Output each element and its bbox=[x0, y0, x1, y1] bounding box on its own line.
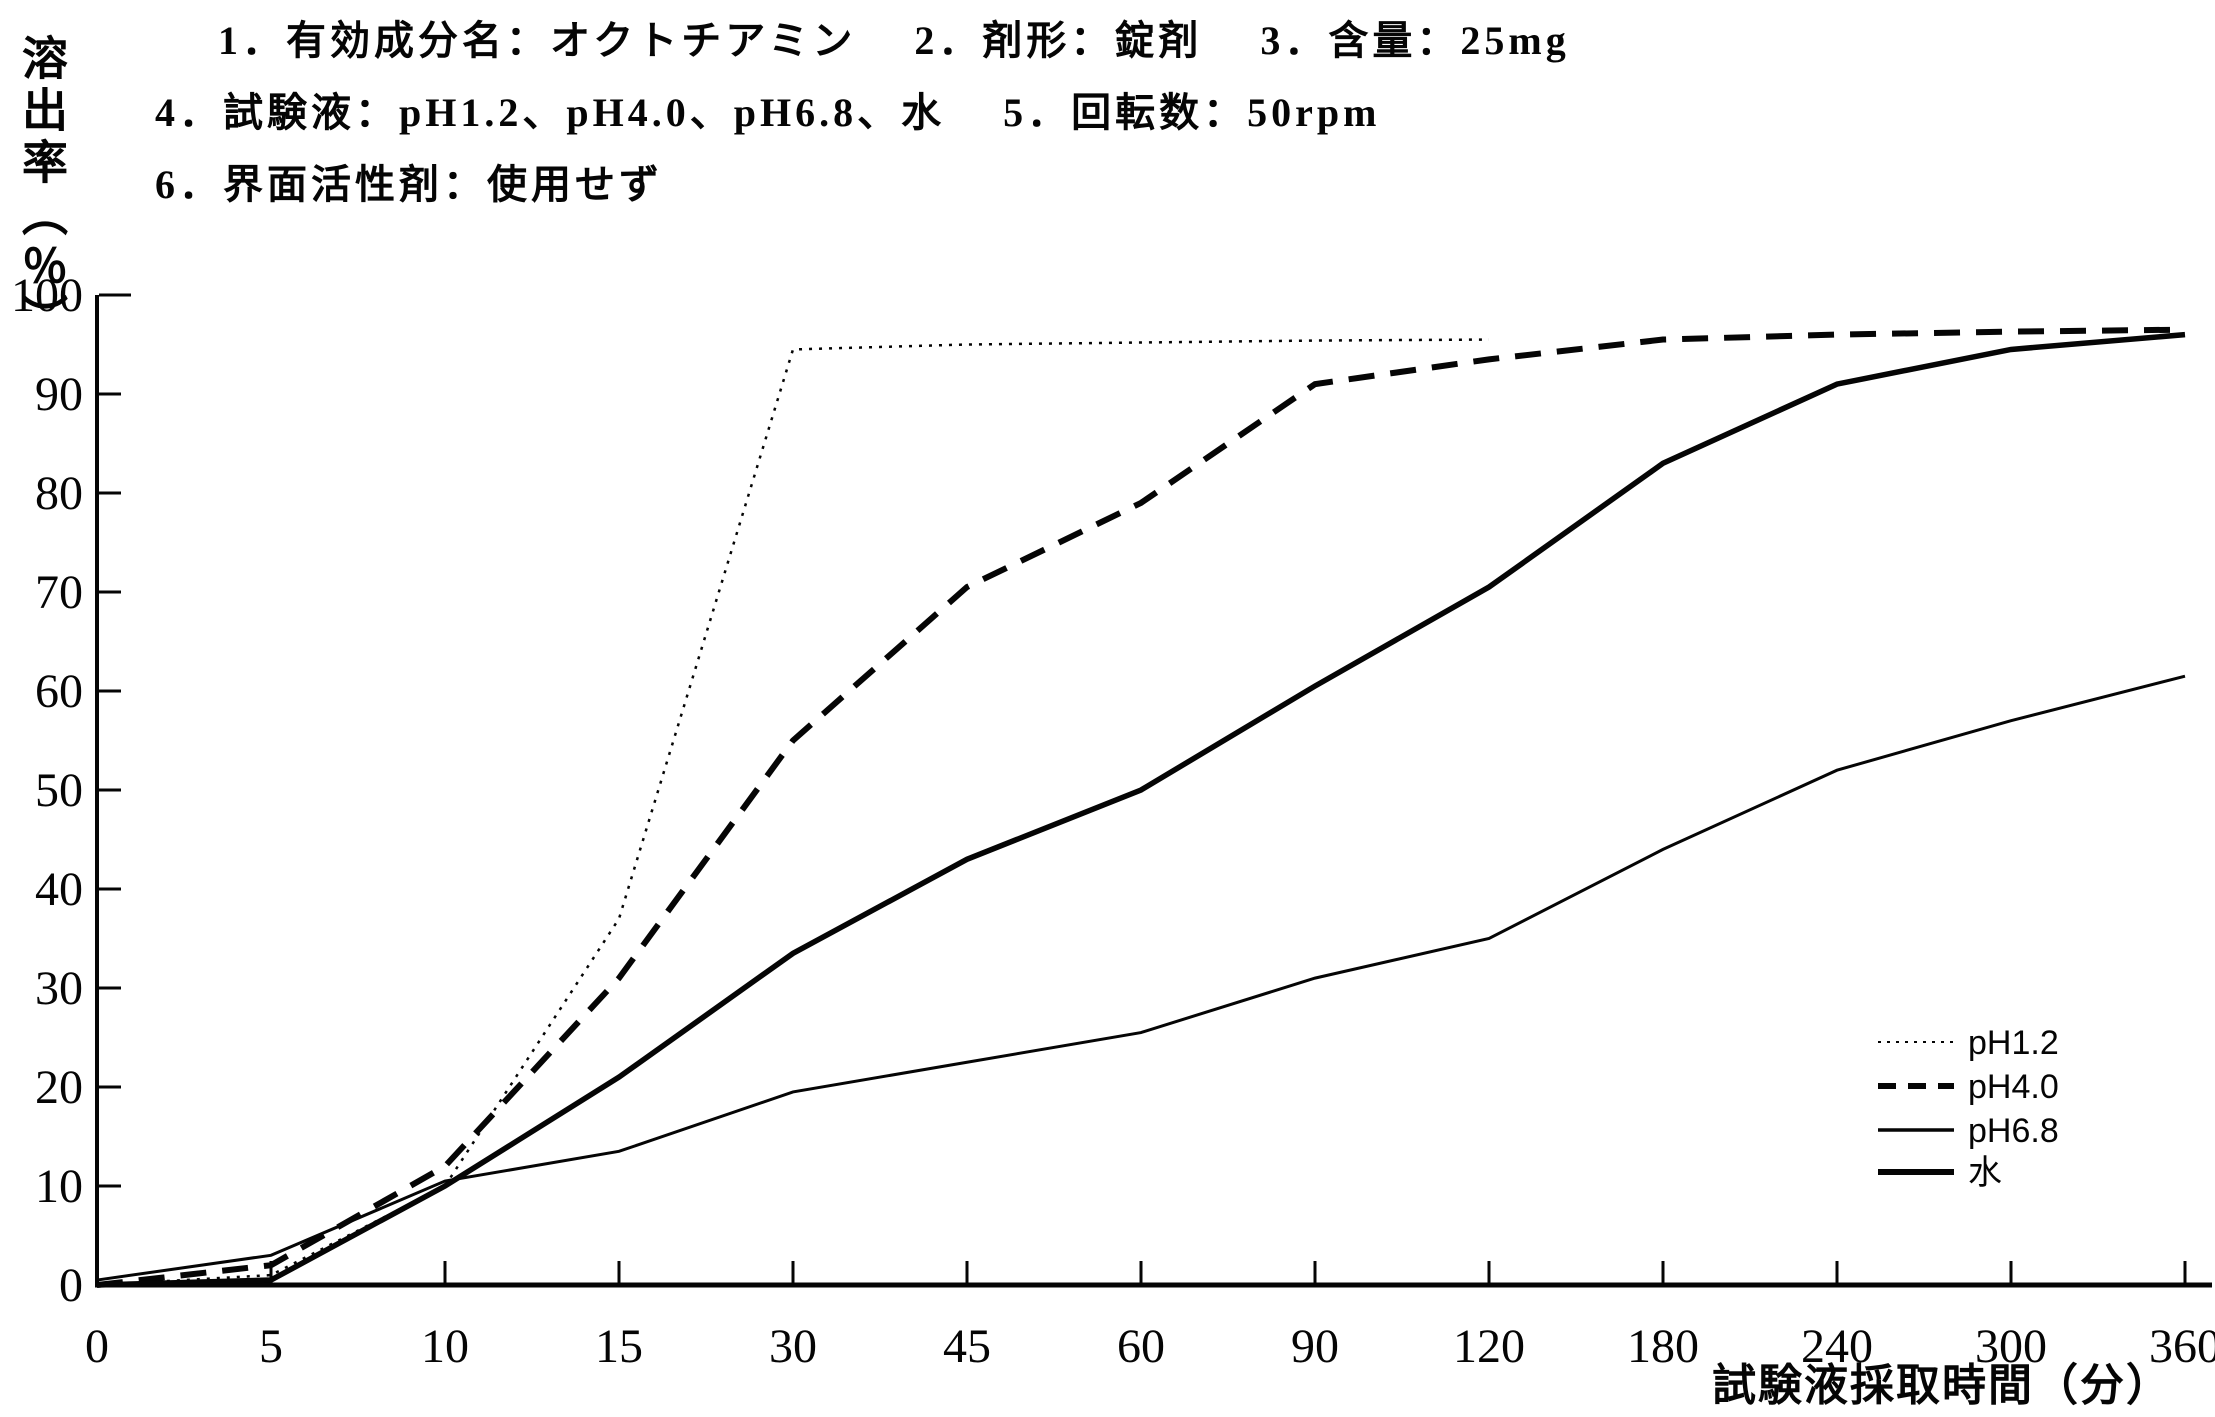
y-tick-label: 80 bbox=[35, 467, 83, 520]
header-line-3: 6．界面活性剤：使用せず bbox=[155, 162, 663, 207]
y-tick-label: 20 bbox=[35, 1061, 83, 1114]
y-tick-label: 60 bbox=[35, 665, 83, 718]
series-line-pH1.2 bbox=[96, 338, 1490, 1287]
y-axis-title: 溶出率（％） bbox=[16, 34, 67, 346]
x-tick-label: 45 bbox=[943, 1320, 991, 1373]
y-tick-label: 30 bbox=[35, 962, 83, 1015]
x-axis-title: 試験液採取時間（分） bbox=[1712, 1361, 2172, 1410]
y-tick-label: 10 bbox=[35, 1160, 83, 1213]
axes-layer: 0 10 20 30 40 50 60 70 80 90 100 0 5 10 15 30 45 60 90 120 1… bbox=[11, 269, 2215, 1373]
series-line-pH4.0 bbox=[96, 326, 2186, 1288]
series-line-水 bbox=[96, 331, 2186, 1288]
legend-label-pH4.0: pH4.0 bbox=[1968, 1068, 2059, 1106]
y-tick-label: 90 bbox=[35, 368, 83, 421]
series-layer bbox=[96, 326, 2186, 1288]
y-tick-label: 70 bbox=[35, 566, 83, 619]
legend-label-pH1.2: pH1.2 bbox=[1968, 1024, 2059, 1062]
header-line-1: 1．有効成分名：オクトチアミン 2．剤形：錠剤 3．含量：25mg bbox=[218, 18, 1570, 63]
x-tick-label: 180 bbox=[1627, 1320, 1699, 1373]
y-tick-label: 0 bbox=[59, 1259, 83, 1312]
x-tick-label: 120 bbox=[1453, 1320, 1525, 1373]
x-tick-label: 300 bbox=[1975, 1320, 2047, 1373]
x-tick-label: 0 bbox=[85, 1320, 109, 1373]
x-tick-label: 10 bbox=[421, 1320, 469, 1373]
y-tick-label: 40 bbox=[35, 863, 83, 916]
legend-label-pH6.8: pH6.8 bbox=[1968, 1112, 2059, 1150]
x-tick-label: 15 bbox=[595, 1320, 643, 1373]
x-tick-label: 90 bbox=[1291, 1320, 1339, 1373]
x-tick-label: 5 bbox=[259, 1320, 283, 1373]
x-tick-label: 240 bbox=[1801, 1320, 1873, 1373]
x-tick-label: 60 bbox=[1117, 1320, 1165, 1373]
y-tick-label: 100 bbox=[11, 269, 83, 322]
x-tick-label: 360 bbox=[2149, 1320, 2215, 1373]
y-tick-label: 50 bbox=[35, 764, 83, 817]
x-tick-label: 30 bbox=[769, 1320, 817, 1373]
header-line-2: 4．試験液：pH1.2、pH4.0、pH6.8、水 5．回転数：50rpm bbox=[155, 90, 1381, 135]
legend-label-水: 水 bbox=[1968, 1154, 2002, 1192]
chart-legend: pH1.2 pH4.0 pH6.8 水 bbox=[1878, 1024, 2059, 1192]
series-line-pH6.8 bbox=[96, 674, 2186, 1282]
